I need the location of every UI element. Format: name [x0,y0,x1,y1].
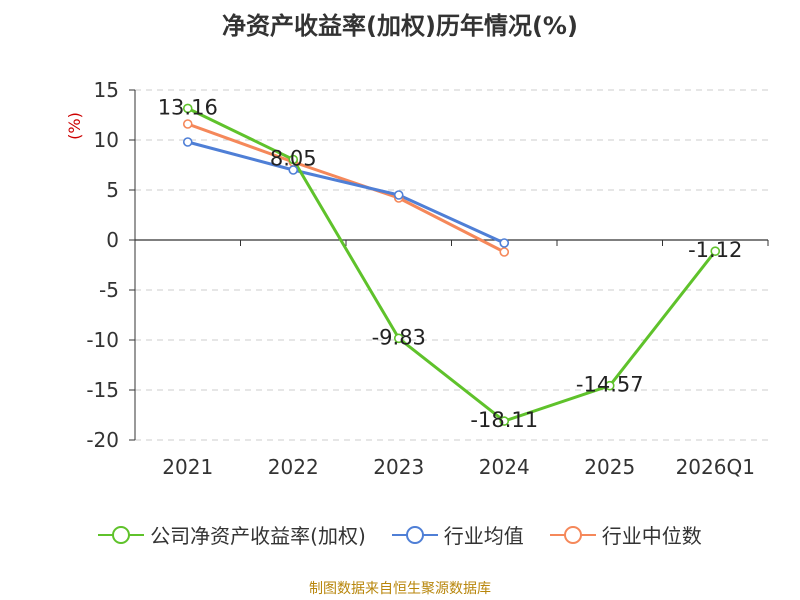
data-point [604,380,615,391]
data-point [288,154,299,165]
legend-marker-icon [391,525,438,544]
legend-marker-icon [98,525,145,544]
series-line [187,140,505,245]
legend-label: 公司净资产收益率(加权) [150,524,366,548]
y-tick-label: 5 [106,178,119,202]
series-line [187,122,505,254]
data-label: 8.05 [270,147,317,171]
y-axis-label: (%) [65,112,84,140]
source-note: 制图数据来自恒生聚源数据库 [309,581,491,597]
x-tick-label: 2021 [162,455,213,479]
legend: 公司净资产收益率(加权) 行业均值 行业中位数 [0,520,800,549]
legend-item[interactable]: 行业均值 [391,520,524,549]
x-tick-label: 2026Q1 [676,455,755,479]
y-tick-label: 10 [94,128,119,152]
x-tick-label: 2022 [268,455,319,479]
y-tick-label: 15 [94,78,119,102]
data-label: -1.12 [688,238,742,262]
data-point [288,165,299,175]
legend-item[interactable]: 公司净资产收益率(加权) [98,520,366,549]
y-tick-label: -5 [99,278,119,302]
y-tick-label: 0 [106,228,119,252]
data-label: 13.16 [158,95,218,119]
y-tick-label: -20 [86,428,119,452]
data-point [393,333,404,344]
legend-item[interactable]: 行业中位数 [549,520,702,549]
x-tick-label: 2024 [479,455,530,479]
data-point [182,137,193,147]
x-tick-label: 2025 [584,455,635,479]
data-label: -18.11 [470,408,538,432]
data-label: -14.57 [576,373,644,397]
data-label: -9.83 [372,325,426,349]
series-line [187,107,717,423]
data-point [499,247,510,257]
legend-label: 行业中位数 [601,524,702,548]
data-point [393,190,404,200]
y-tick-label: -10 [86,328,119,352]
legend-marker-icon [549,525,596,544]
data-point [182,119,193,129]
y-tick-label: -15 [86,378,119,402]
data-point [499,238,510,248]
data-point [182,103,193,114]
chart-title: 净资产收益率(加权)历年情况(%) [222,12,578,40]
legend-label: 行业均值 [443,524,524,548]
data-point [499,416,510,426]
data-point [710,246,721,256]
x-tick-label: 2023 [373,455,424,479]
